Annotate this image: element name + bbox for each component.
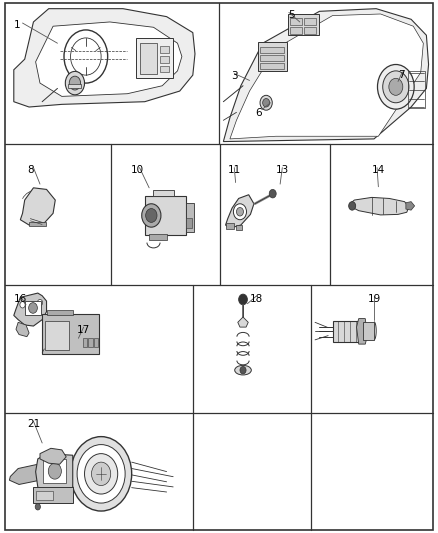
Text: 14: 14 xyxy=(372,165,385,175)
Bar xyxy=(145,196,186,235)
Circle shape xyxy=(65,71,85,95)
Bar xyxy=(159,46,169,53)
Bar xyxy=(288,14,318,35)
Circle shape xyxy=(349,201,356,210)
Text: 3: 3 xyxy=(231,71,238,81)
Bar xyxy=(25,301,41,316)
Bar xyxy=(290,18,302,25)
Ellipse shape xyxy=(235,366,251,375)
Bar xyxy=(236,225,242,230)
Bar xyxy=(226,223,234,229)
Bar xyxy=(68,84,81,88)
Polygon shape xyxy=(357,319,367,344)
Bar xyxy=(29,222,46,226)
Circle shape xyxy=(35,504,40,510)
Bar xyxy=(159,66,169,72)
Bar xyxy=(260,47,284,53)
Bar xyxy=(35,491,53,500)
Circle shape xyxy=(263,99,270,107)
Bar xyxy=(304,18,316,25)
Bar xyxy=(260,55,284,61)
Bar xyxy=(304,27,316,34)
Bar xyxy=(408,71,425,108)
Bar xyxy=(149,233,167,240)
Polygon shape xyxy=(230,14,424,139)
Text: 19: 19 xyxy=(367,294,381,304)
Circle shape xyxy=(142,204,161,227)
Text: 10: 10 xyxy=(131,165,144,175)
Text: 17: 17 xyxy=(77,325,90,335)
Circle shape xyxy=(20,302,25,308)
Circle shape xyxy=(389,78,403,95)
Bar xyxy=(94,338,99,348)
Bar xyxy=(260,63,284,69)
Text: 21: 21 xyxy=(27,419,40,429)
Text: 13: 13 xyxy=(276,165,289,175)
Bar xyxy=(33,487,73,503)
Polygon shape xyxy=(14,9,195,107)
Polygon shape xyxy=(350,197,409,215)
Text: 7: 7 xyxy=(398,70,405,80)
Bar xyxy=(136,38,173,78)
Bar xyxy=(186,217,192,228)
Bar xyxy=(45,321,69,351)
Bar xyxy=(43,459,66,483)
Polygon shape xyxy=(35,454,73,492)
Bar xyxy=(42,314,99,354)
Circle shape xyxy=(71,437,132,511)
Polygon shape xyxy=(16,322,29,337)
Bar xyxy=(186,203,194,232)
Bar xyxy=(290,27,302,34)
Circle shape xyxy=(146,208,157,222)
Circle shape xyxy=(85,454,118,494)
Polygon shape xyxy=(40,448,66,464)
Circle shape xyxy=(383,71,409,103)
Polygon shape xyxy=(14,293,46,326)
Polygon shape xyxy=(223,9,428,142)
Bar xyxy=(88,338,93,348)
Circle shape xyxy=(77,445,125,503)
Circle shape xyxy=(48,463,61,479)
Bar xyxy=(152,190,174,196)
Text: 8: 8 xyxy=(27,165,34,175)
Text: 18: 18 xyxy=(250,294,263,304)
Circle shape xyxy=(240,367,246,374)
Circle shape xyxy=(378,64,414,109)
Circle shape xyxy=(28,303,37,313)
Polygon shape xyxy=(35,22,182,96)
Text: 6: 6 xyxy=(255,108,261,118)
Text: 1: 1 xyxy=(14,20,21,30)
Bar xyxy=(83,338,87,348)
Circle shape xyxy=(92,462,111,486)
Polygon shape xyxy=(20,188,55,225)
Text: 5: 5 xyxy=(288,10,295,20)
Circle shape xyxy=(269,189,276,198)
Circle shape xyxy=(239,294,247,305)
Polygon shape xyxy=(10,464,44,484)
Circle shape xyxy=(37,300,42,306)
Bar xyxy=(140,43,157,74)
Circle shape xyxy=(233,204,247,220)
Bar xyxy=(258,42,287,71)
Polygon shape xyxy=(406,201,415,210)
Bar xyxy=(46,310,73,316)
Circle shape xyxy=(237,207,244,216)
Text: 11: 11 xyxy=(228,165,241,175)
Bar xyxy=(159,56,169,63)
Circle shape xyxy=(69,76,81,90)
Bar xyxy=(363,322,374,340)
Polygon shape xyxy=(226,195,254,228)
Circle shape xyxy=(260,95,272,110)
Polygon shape xyxy=(238,317,248,327)
Text: 16: 16 xyxy=(14,294,27,304)
Bar xyxy=(333,321,363,342)
